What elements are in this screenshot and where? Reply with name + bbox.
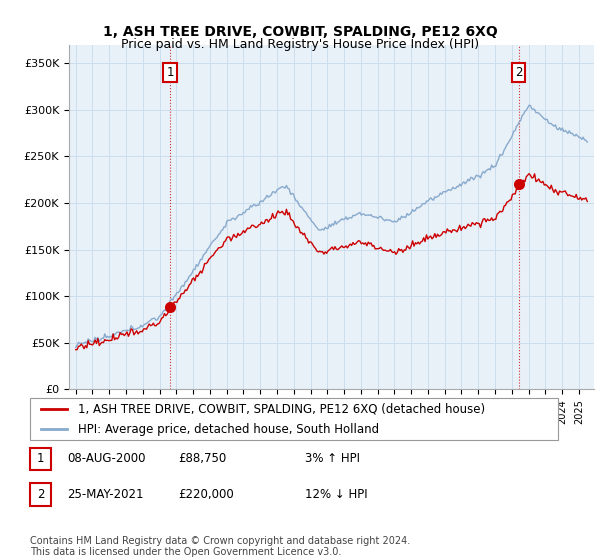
Text: 1, ASH TREE DRIVE, COWBIT, SPALDING, PE12 6XQ (detached house): 1, ASH TREE DRIVE, COWBIT, SPALDING, PE1… — [77, 403, 485, 416]
Text: 1, ASH TREE DRIVE, COWBIT, SPALDING, PE12 6XQ: 1, ASH TREE DRIVE, COWBIT, SPALDING, PE1… — [103, 25, 497, 39]
Text: Price paid vs. HM Land Registry's House Price Index (HPI): Price paid vs. HM Land Registry's House … — [121, 38, 479, 50]
Bar — [30, 447, 51, 470]
Text: HPI: Average price, detached house, South Holland: HPI: Average price, detached house, Sout… — [77, 423, 379, 436]
Text: 3% ↑ HPI: 3% ↑ HPI — [305, 452, 359, 465]
Text: 2: 2 — [37, 488, 44, 501]
Text: £88,750: £88,750 — [178, 452, 226, 465]
Text: £220,000: £220,000 — [178, 488, 233, 501]
Text: 12% ↓ HPI: 12% ↓ HPI — [305, 488, 367, 501]
Text: Contains HM Land Registry data © Crown copyright and database right 2024.
This d: Contains HM Land Registry data © Crown c… — [30, 535, 410, 557]
Text: 25-MAY-2021: 25-MAY-2021 — [67, 488, 143, 501]
Text: 2: 2 — [515, 66, 523, 79]
Text: 1: 1 — [166, 66, 174, 79]
Text: 1: 1 — [37, 452, 44, 465]
Bar — [30, 483, 51, 506]
Text: 08-AUG-2000: 08-AUG-2000 — [67, 452, 145, 465]
